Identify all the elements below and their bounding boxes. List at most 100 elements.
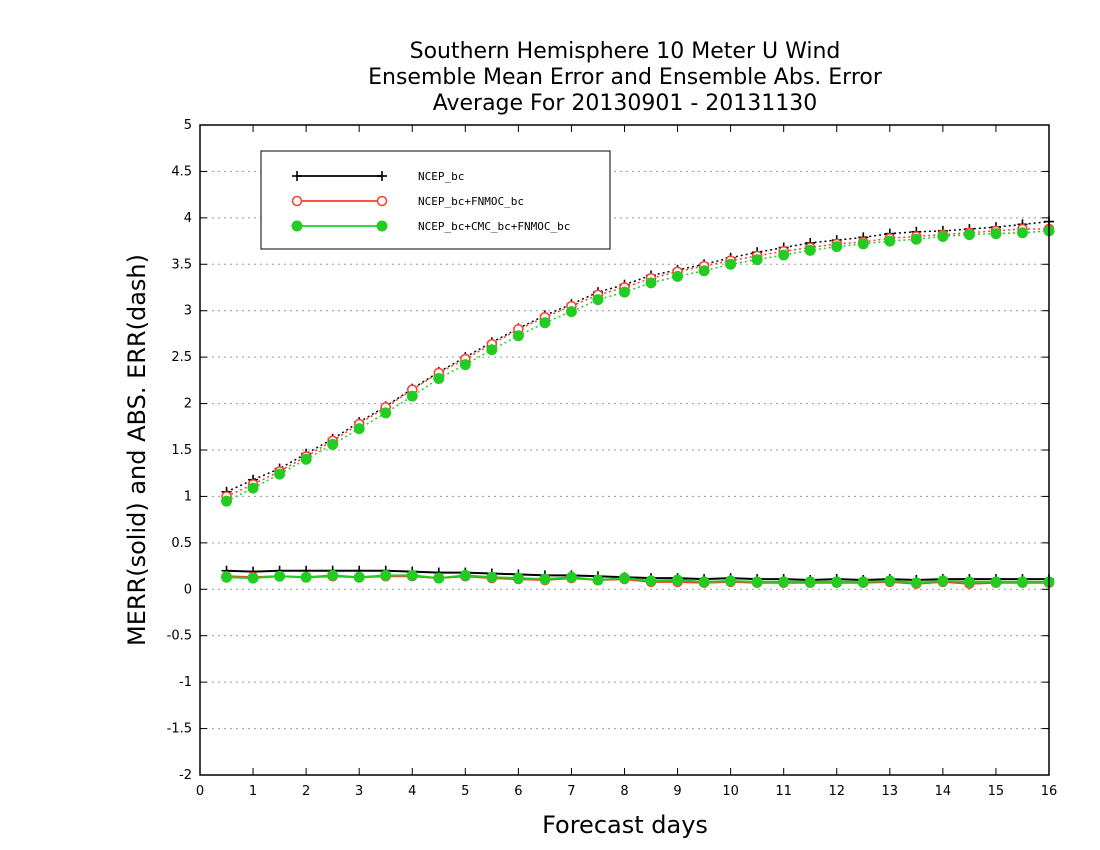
- mean-error-point: [910, 577, 922, 589]
- mean-error-point: [857, 576, 869, 588]
- mean-error-point: [565, 571, 577, 583]
- x-tick-label: 15: [988, 784, 1005, 799]
- mean-error-point: [884, 575, 896, 587]
- x-tick-label: 8: [620, 784, 628, 799]
- y-tick-label: -2: [179, 768, 192, 783]
- legend-label: NCEP_bc: [418, 170, 464, 183]
- legend-marker: [291, 220, 303, 232]
- title-line: Average For 20130901 - 20131130: [433, 91, 818, 116]
- abs-error-point: [778, 249, 790, 261]
- abs-error-point: [804, 244, 816, 256]
- abs-error-point: [433, 373, 445, 384]
- mean-error-point: [778, 576, 790, 588]
- mean-error-point: [1016, 576, 1028, 588]
- legend: NCEP_bc NCEP_bc+FNMOC_bc NCEP_bc+CMC_bc+FN…: [260, 150, 611, 250]
- mean-error-point: [645, 575, 657, 587]
- legend-marker: [377, 171, 387, 181]
- series-NCEP_bc: [221, 216, 1054, 585]
- mean-error-point: [831, 576, 843, 588]
- abs-error-point: [672, 270, 684, 282]
- mean-error-point: [433, 572, 445, 584]
- mean-error-point: [327, 569, 339, 581]
- legend-entry: NCEP_bc: [292, 170, 464, 183]
- mean-error-point: [353, 571, 365, 583]
- mean-error-point: [512, 572, 524, 584]
- abs-error-point: [380, 407, 392, 419]
- abs-error-point: [565, 306, 577, 318]
- abs-error-point: [592, 294, 604, 306]
- legend-box: [260, 150, 611, 250]
- mean-error-point: [937, 575, 949, 587]
- abs-error-point: [937, 230, 949, 242]
- legend-label: NCEP_bc+FNMOC_bc: [418, 195, 524, 208]
- mean-error-point: [486, 571, 498, 583]
- series-NCEP_bc+FNMOC_bc: [221, 223, 1055, 589]
- y-tick-label: 1.5: [171, 443, 192, 458]
- y-tick-label: 2.5: [171, 350, 192, 365]
- mean-error-point: [751, 576, 763, 588]
- abs-error-point: [698, 265, 710, 277]
- chart-title: Southern Hemisphere 10 Meter U WindEnsem…: [368, 39, 883, 116]
- legend-entry: NCEP_bc+CMC_bc+FNMOC_bc: [291, 220, 570, 233]
- abs-error-point: [486, 344, 498, 356]
- x-tick-label: 11: [775, 784, 792, 799]
- abs-error-point: [725, 258, 737, 270]
- mean-error-point: [406, 569, 418, 581]
- y-tick-label: 0: [184, 582, 192, 597]
- x-tick-label: 13: [882, 784, 899, 799]
- x-tick-label: 4: [408, 784, 416, 799]
- abs-error-point: [353, 423, 365, 435]
- abs-error-point: [884, 235, 896, 247]
- x-tick-label: 5: [461, 784, 469, 799]
- legend-marker: [376, 195, 388, 207]
- mean-error-point: [963, 576, 975, 588]
- mean-error-point: [247, 572, 259, 584]
- x-tick-label: 16: [1041, 784, 1058, 799]
- abs-error-point: [406, 390, 418, 402]
- series-area: [221, 216, 1055, 589]
- y-tick-label: -1: [179, 675, 192, 690]
- x-tick-label: 14: [935, 784, 952, 799]
- y-tick-label: -1.5: [167, 722, 192, 737]
- mean-error-point: [274, 570, 286, 582]
- title-line: Ensemble Mean Error and Ensemble Abs. Er…: [368, 65, 883, 90]
- x-tick-label: 3: [355, 784, 363, 799]
- legend-entry: NCEP_bc+FNMOC_bc: [291, 195, 524, 208]
- x-tick-label: 1: [249, 784, 257, 799]
- abs-error-point: [539, 317, 551, 329]
- y-tick-label: 5: [184, 118, 192, 133]
- x-tick-label: 0: [196, 784, 204, 799]
- grid-lines: [200, 170, 1049, 730]
- y-tick-label: 4.5: [171, 164, 192, 179]
- abs-error-point: [619, 286, 630, 298]
- mean-error-point: [459, 569, 471, 581]
- mean-error-point: [698, 576, 710, 588]
- y-tick-label: 1: [184, 489, 192, 504]
- y-tick-label: 0.5: [171, 536, 192, 551]
- y-tick-label: -0.5: [167, 629, 192, 644]
- legend-marker: [292, 171, 302, 181]
- mean-error-point: [539, 573, 551, 585]
- abs-error-point: [327, 438, 339, 450]
- abs-error-point: [645, 277, 657, 289]
- abs-error-point: [221, 495, 233, 507]
- abs-error-line: [226, 220, 1050, 493]
- mean-error-point: [804, 576, 816, 588]
- mean-error-point: [221, 571, 233, 583]
- abs-error-point: [300, 453, 312, 465]
- mean-error-point: [990, 576, 1002, 588]
- abs-error-point: [1016, 227, 1028, 239]
- mean-error-point: [672, 574, 684, 586]
- y-tick-label: 3.5: [171, 257, 192, 272]
- legend-marker: [376, 220, 388, 232]
- x-tick-label: 12: [828, 784, 845, 799]
- x-tick-label: 10: [722, 784, 739, 799]
- mean-error-point: [380, 569, 392, 581]
- x-tick-label: 6: [514, 784, 522, 799]
- x-axis-label: Forecast days: [542, 811, 708, 839]
- legend-label: NCEP_bc+CMC_bc+FNMOC_bc: [418, 220, 570, 233]
- legend-marker: [291, 195, 303, 207]
- abs-error-point: [990, 228, 1002, 240]
- abs-error-point: [247, 482, 259, 494]
